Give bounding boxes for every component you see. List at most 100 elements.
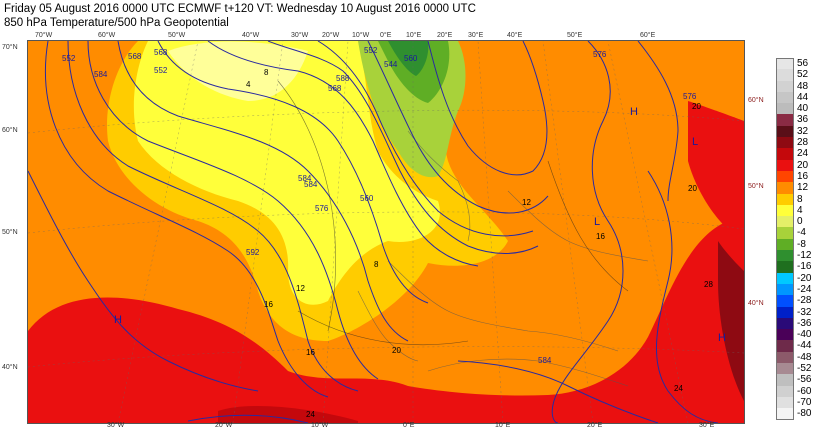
axis-label-left: 50°N <box>2 229 18 236</box>
geopotential-label: 552 <box>364 46 378 55</box>
legend-swatch <box>776 137 794 149</box>
chart-title-line2: 850 hPa Temperature/500 hPa Geopotential <box>4 17 229 29</box>
axis-label-top: 20°E <box>437 32 453 39</box>
legend-label: -40 <box>797 329 812 341</box>
legend-row: 28 <box>776 137 818 149</box>
legend-row: -56 <box>776 374 818 386</box>
legend-swatch <box>776 408 794 420</box>
axis-label-right: 50°N <box>748 183 764 190</box>
axis-label-right: 60°N <box>748 97 764 104</box>
temperature-label: 24 <box>674 384 683 393</box>
legend-label: -20 <box>797 272 812 284</box>
graticule-line <box>28 211 744 234</box>
axis-label-top: 50°E <box>567 32 583 39</box>
legend-swatch <box>776 80 794 92</box>
chart-header: Friday 05 August 2016 0000 UTC ECMWF t+1… <box>4 2 644 30</box>
legend-row: -48 <box>776 351 818 364</box>
legend-label: -16 <box>797 261 812 273</box>
graticule-line <box>117 41 199 423</box>
legend-swatch <box>776 170 794 183</box>
legend-row: 16 <box>776 170 818 183</box>
geopotential-label: 584 <box>538 356 552 365</box>
geopotential-label: 560 <box>404 54 418 63</box>
legend-row: 8 <box>776 193 818 205</box>
isotherm <box>277 80 336 332</box>
legend-row: 24 <box>776 148 818 160</box>
weather-map[interactable]: 552 584 568 568 588 584 568 544 552 560 … <box>27 40 745 424</box>
geopotential-contour <box>637 41 679 202</box>
legend-label: -80 <box>797 408 812 420</box>
legend-swatch <box>776 317 794 330</box>
graticule-line <box>322 41 349 423</box>
legend-row: 4 <box>776 204 818 217</box>
geopotential-label: 576 <box>593 50 607 59</box>
legend-row: -70 <box>776 396 818 409</box>
low-pressure-marker: L <box>594 216 600 228</box>
legend-swatch <box>776 272 794 284</box>
axis-label-top: 40°W <box>242 32 260 39</box>
axis-label-top: 10°W <box>352 32 370 39</box>
legend-row: 36 <box>776 114 818 126</box>
legend-row: 48 <box>776 80 818 92</box>
legend-row: 32 <box>776 125 818 138</box>
legend-swatch <box>776 148 794 160</box>
legend-row: 44 <box>776 91 818 104</box>
axis-label-top: 60°E <box>640 32 656 39</box>
coastline-scandinavia <box>407 130 471 242</box>
legend-row: -20 <box>776 272 818 284</box>
temperature-label: 8 <box>264 68 269 77</box>
geopotential-contour <box>267 41 539 254</box>
legend-swatch <box>776 193 794 205</box>
coastline-baltic <box>507 190 649 262</box>
legend-label: 36 <box>797 114 809 126</box>
legend-label: -8 <box>797 238 806 250</box>
graticule-line <box>542 41 594 423</box>
legend-swatch <box>776 396 794 409</box>
legend-label: 44 <box>797 91 809 103</box>
geopotential-contours <box>28 41 719 423</box>
legend-swatch <box>776 216 794 228</box>
temperature-fill-28 <box>718 241 744 401</box>
temperature-fill-20-east <box>688 101 744 241</box>
geopotential-contour <box>28 170 259 392</box>
legend-label: -70 <box>797 396 812 408</box>
map-canvas: 552 584 568 568 588 584 568 544 552 560 … <box>28 41 744 423</box>
legend-label: -4 <box>797 227 806 239</box>
temperature-fill-20 <box>28 217 744 423</box>
geopotential-label: 584 <box>94 70 108 79</box>
high-pressure-marker: H <box>630 106 638 118</box>
geopotential-contour <box>45 41 329 398</box>
temperature-fill-layer <box>28 41 744 423</box>
legend-label: 8 <box>797 193 803 205</box>
geopotential-label: 560 <box>360 194 374 203</box>
legend-label: 12 <box>797 182 809 194</box>
axis-label-right: 40°N <box>748 300 764 307</box>
geopotential-label: 576 <box>683 92 697 101</box>
legend-swatch <box>776 182 794 194</box>
legend-label: 40 <box>797 103 809 115</box>
legend-label: -24 <box>797 283 812 295</box>
axis-label-top: 60°W <box>98 32 116 39</box>
legend-row: -16 <box>776 261 818 273</box>
low-pressure-marker: L <box>692 136 698 148</box>
geopotential-contour <box>367 41 549 214</box>
axis-label-bottom: 30°E <box>699 422 715 429</box>
axis-label-bottom: 10°E <box>495 422 511 429</box>
geopotential-contour <box>87 41 379 380</box>
legend-label: -60 <box>797 385 812 397</box>
axis-label-left: 40°N <box>2 364 18 371</box>
geopotential-label: 568 <box>128 52 142 61</box>
legend-row: 20 <box>776 159 818 171</box>
legend-label: 48 <box>797 80 809 92</box>
legend-row: -44 <box>776 340 818 352</box>
legend-swatch <box>776 58 794 70</box>
geopotential-contour <box>551 41 624 423</box>
legend-swatch <box>776 250 794 262</box>
legend-swatch <box>776 295 794 307</box>
legend-row: -28 <box>776 295 818 307</box>
legend-row: -4 <box>776 227 818 239</box>
axis-label-bottom: 20°W <box>215 422 233 429</box>
coastline-africa <box>427 358 629 387</box>
high-pressure-marker: H <box>718 332 726 344</box>
axis-label-bottom: 0°E <box>403 422 415 429</box>
